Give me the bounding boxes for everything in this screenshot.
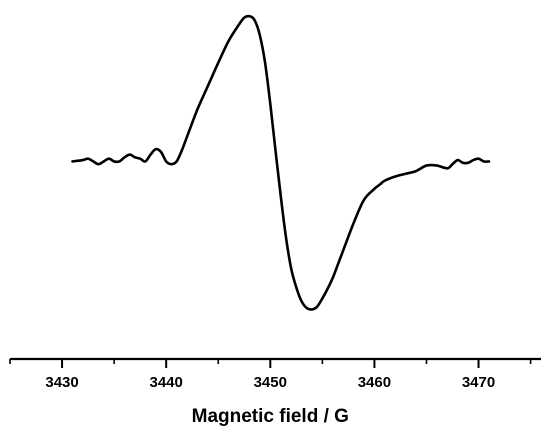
plot-area	[71, 14, 491, 311]
x-axis: 3430 3440 3450 3460 3470	[9, 357, 541, 391]
x-tick-label: 3470	[462, 374, 495, 391]
spectrum-line	[71, 14, 491, 311]
x-tick-label: 3450	[254, 374, 287, 391]
x-tick-label: 3430	[45, 374, 78, 391]
x-tick-label: 3440	[149, 374, 182, 391]
x-tick-label: 3460	[358, 374, 391, 391]
x-axis-title: Magnetic field / G	[192, 406, 349, 427]
